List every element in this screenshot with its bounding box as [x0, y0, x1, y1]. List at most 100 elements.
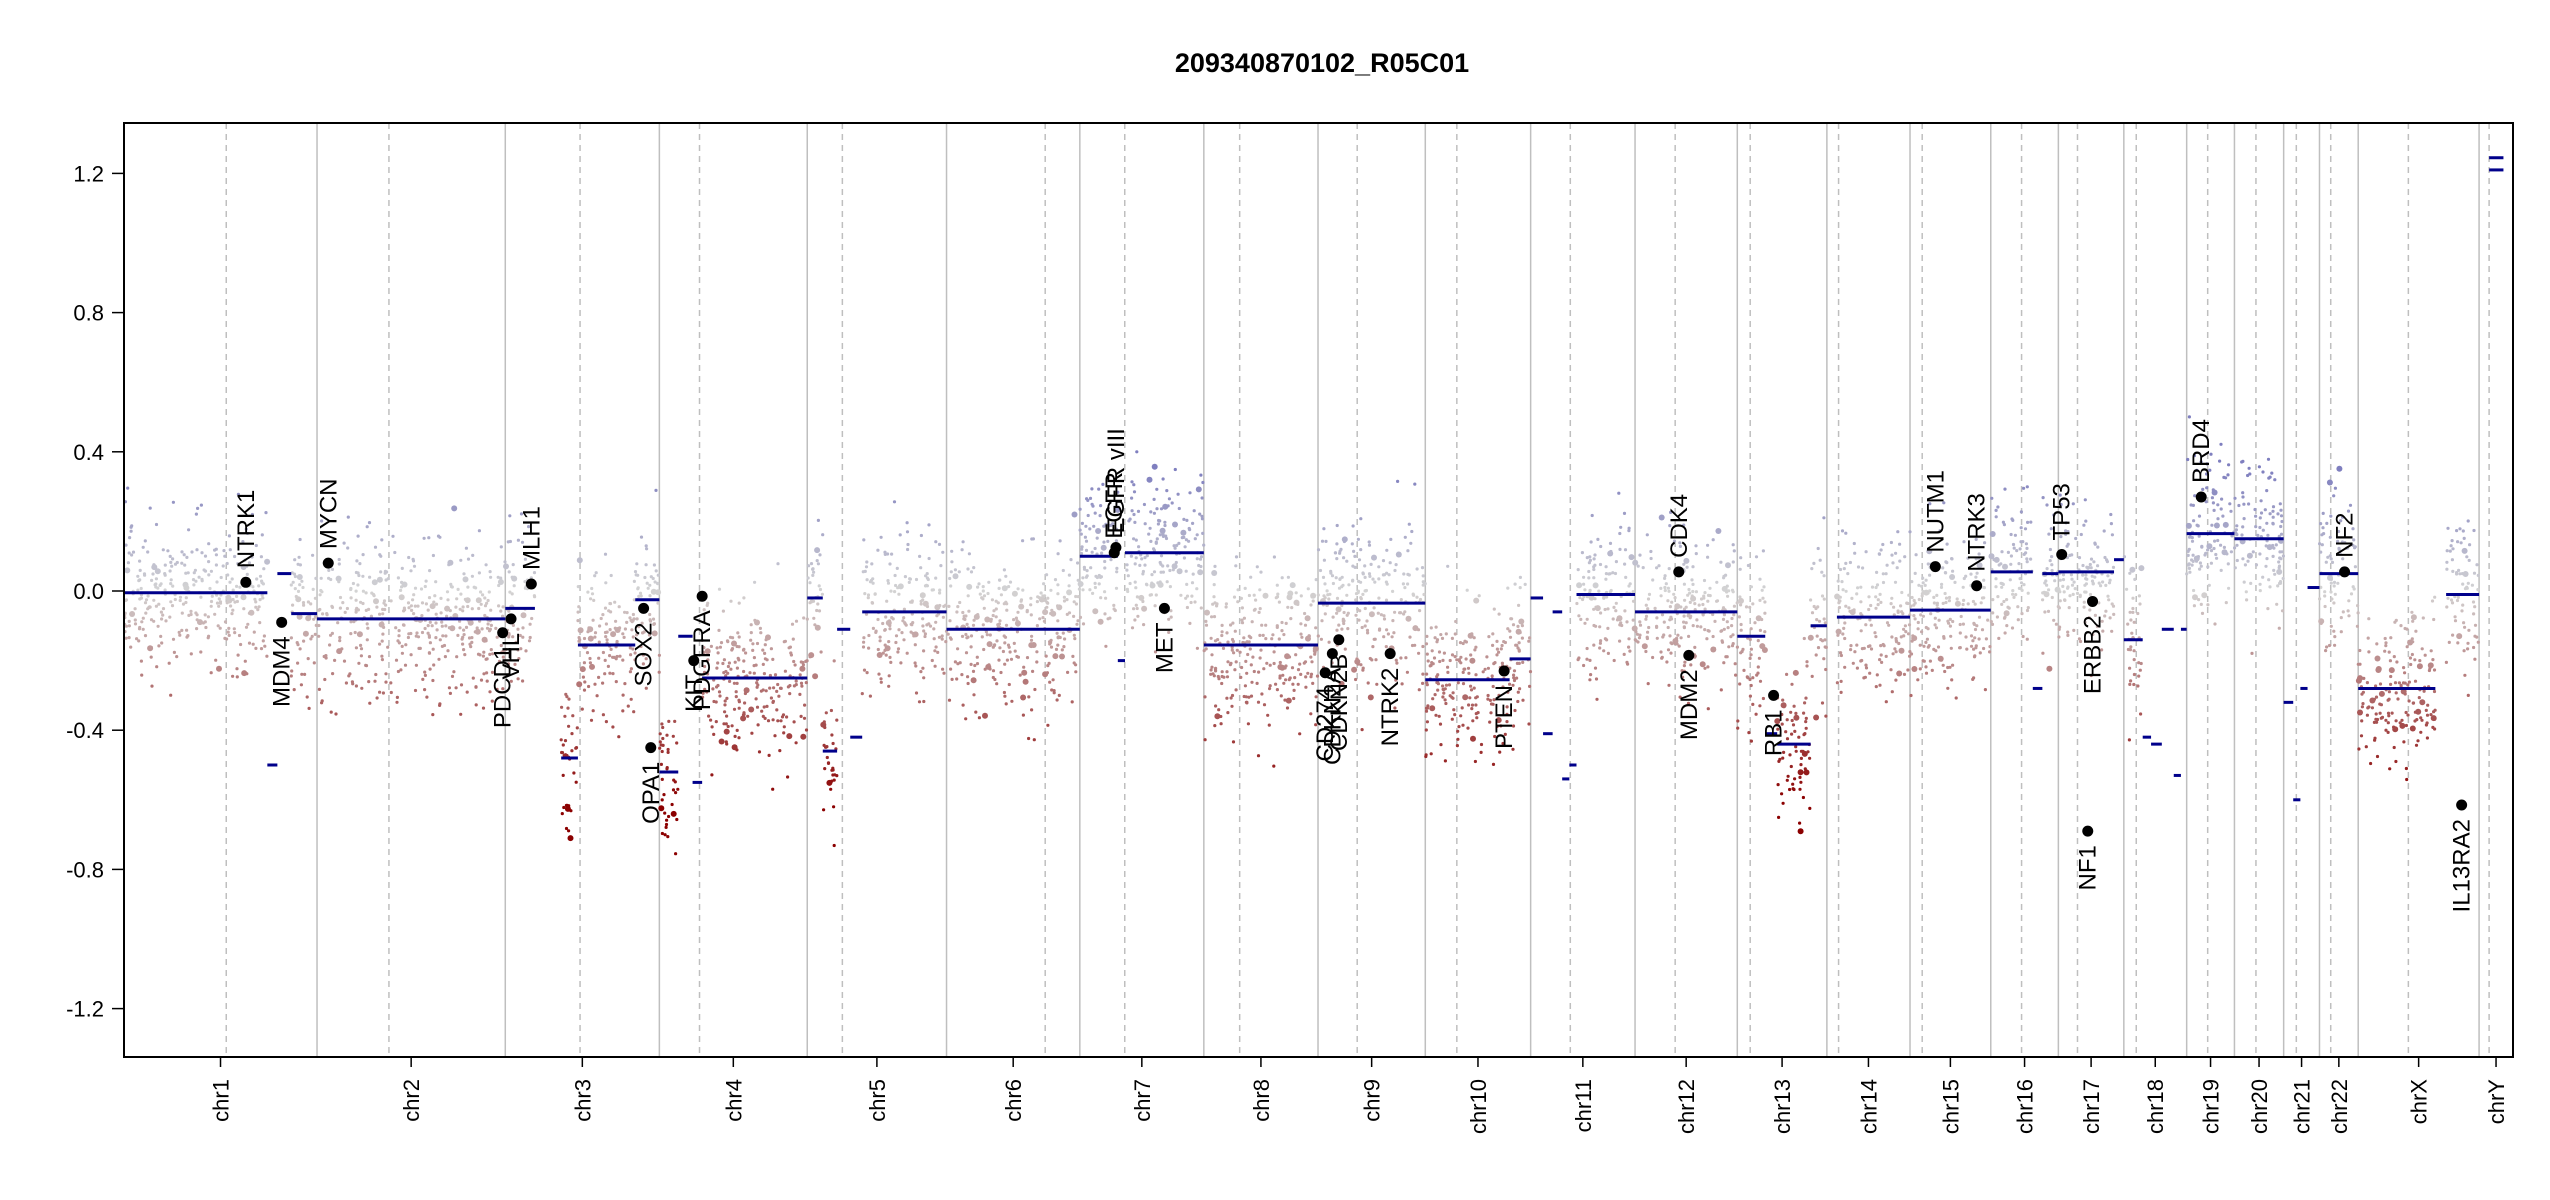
probe-point: [1274, 682, 1278, 686]
probe-point: [2387, 690, 2391, 694]
probe-point: [628, 616, 632, 620]
probe-point: [731, 744, 738, 751]
probe-point: [1112, 603, 1116, 608]
probe-point: [227, 534, 231, 538]
probe-point: [127, 624, 131, 628]
probe-point: [1666, 599, 1670, 603]
probe-point: [2266, 544, 2273, 551]
probe-point: [252, 630, 256, 634]
probe-point: [1885, 621, 1890, 625]
probe-point: [2093, 542, 2097, 546]
probe-point: [1777, 815, 1781, 820]
probe-point: [2139, 661, 2143, 666]
probe-point: [1686, 614, 1690, 618]
probe-point: [1060, 648, 1064, 652]
probe-point: [964, 717, 968, 721]
probe-point: [313, 596, 317, 600]
probe-point: [1877, 552, 1881, 556]
probe-point: [2325, 645, 2329, 649]
probe-point: [2462, 649, 2466, 653]
probe-point: [1460, 706, 1464, 710]
probe-point: [878, 639, 882, 643]
probe-point: [2093, 575, 2097, 579]
probe-point: [1368, 574, 1372, 579]
probe-point: [451, 505, 458, 512]
probe-point: [1184, 569, 1188, 573]
probe-point: [1961, 585, 1965, 589]
probe-point: [1159, 527, 1166, 534]
probe-point: [2136, 684, 2140, 688]
probe-point: [1918, 643, 1922, 647]
probe-point: [1707, 629, 1711, 633]
probe-point: [386, 645, 390, 649]
probe-point: [603, 552, 608, 556]
probe-point: [1466, 666, 1471, 670]
probe-point: [1027, 736, 1031, 741]
probe-point: [1899, 635, 1903, 639]
probe-point: [1486, 697, 1490, 701]
probe-point: [722, 658, 727, 662]
probe-point: [1604, 572, 1608, 576]
probe-point: [2185, 522, 2192, 529]
probe-point: [213, 612, 217, 616]
probe-point: [1669, 615, 1673, 619]
probe-point: [1080, 545, 1084, 549]
probe-point: [1093, 546, 1097, 551]
probe-point: [593, 574, 597, 578]
probe-point: [711, 687, 715, 691]
probe-point: [155, 665, 159, 669]
probe-point: [2403, 626, 2407, 631]
probe-point: [127, 619, 131, 624]
probe-point: [1583, 588, 1587, 592]
probe-point: [1528, 636, 1532, 640]
probe-point: [1763, 630, 1767, 634]
gene-point: [2195, 491, 2207, 503]
probe-point: [1081, 622, 1086, 626]
probe-point: [648, 619, 653, 623]
probe-point: [1838, 599, 1842, 603]
probe-point: [2462, 621, 2466, 625]
probe-point: [1246, 652, 1250, 657]
probe-point: [2414, 629, 2418, 633]
probe-point: [2411, 701, 2416, 705]
probe-point: [886, 552, 890, 556]
probe-point: [428, 641, 432, 645]
probe-point: [614, 619, 618, 623]
probe-point: [1220, 670, 1224, 674]
probe-point: [1425, 652, 1429, 656]
chromosome-label: chr6: [1001, 1079, 1026, 1122]
probe-point: [1235, 648, 1239, 652]
probe-point: [2109, 512, 2113, 517]
probe-point: [2054, 622, 2058, 626]
probe-point: [1850, 596, 1854, 601]
probe-point: [1382, 635, 1386, 639]
probe-point: [933, 649, 937, 653]
probe-point: [2206, 603, 2210, 607]
probe-point: [2341, 557, 2345, 561]
probe-point: [1248, 647, 1252, 651]
probe-point: [344, 681, 348, 685]
probe-point: [927, 523, 931, 527]
chromosome-label: chr9: [1360, 1079, 1385, 1122]
probe-point: [1948, 665, 1952, 669]
probe-point: [924, 574, 928, 578]
probe-point: [169, 693, 173, 697]
probe-point: [766, 719, 771, 723]
probe-point: [1810, 567, 1814, 571]
probe-point: [1322, 527, 1326, 531]
probe-point: [1488, 720, 1492, 724]
probe-point: [2192, 454, 2196, 458]
probe-point: [1434, 625, 1438, 629]
probe-point: [317, 608, 321, 612]
probe-point: [1842, 626, 1846, 631]
probe-point: [1483, 667, 1487, 671]
probe-point: [484, 639, 488, 643]
probe-point: [2019, 540, 2023, 544]
probe-point: [862, 668, 867, 672]
probe-point: [2426, 703, 2430, 707]
gene-label: TP53: [2049, 483, 2076, 540]
probe-point: [763, 716, 767, 721]
probe-point: [1908, 530, 1912, 534]
probe-point: [1901, 612, 1905, 616]
probe-point: [2218, 459, 2222, 463]
